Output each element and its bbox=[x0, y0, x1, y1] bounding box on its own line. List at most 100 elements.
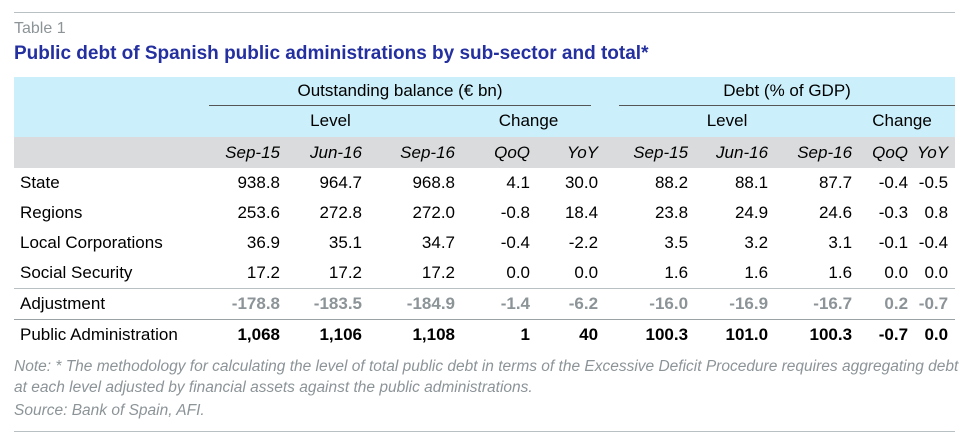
table-source: Source: Bank of Spain, AFI. bbox=[14, 402, 205, 419]
row-label: Regions bbox=[20, 203, 83, 222]
column-header: Sep-15 bbox=[605, 137, 696, 168]
table-cell: -16.0 bbox=[605, 288, 696, 320]
table-cell: 100.3 bbox=[605, 319, 696, 350]
row-label: Adjustment bbox=[14, 288, 209, 320]
table-cell: -1.4 bbox=[462, 288, 537, 320]
table-cell: -0.4 bbox=[500, 233, 530, 252]
table-cell: 30.0 bbox=[564, 173, 599, 192]
table-cell: -0.7 bbox=[859, 319, 916, 350]
column-header: YoY bbox=[915, 137, 956, 168]
table-cell: 0.0 bbox=[924, 263, 949, 282]
column-header: Sep-16 bbox=[369, 137, 462, 168]
header-row-subgroups: Level Change Level Change bbox=[14, 107, 956, 137]
table-cell: -16.9 bbox=[695, 288, 776, 320]
subgroup-level-2: Level bbox=[706, 111, 748, 130]
table-cell: -184.9 bbox=[369, 288, 462, 320]
table-cell: 17.2 bbox=[421, 263, 455, 282]
table-cell: -0.7 bbox=[915, 288, 956, 320]
table-cell: -0.4 bbox=[878, 173, 909, 192]
table-cell: 0.2 bbox=[859, 288, 916, 320]
subgroup-change-2: Change bbox=[872, 111, 932, 130]
table-cell: -178.8 bbox=[209, 288, 287, 320]
table-row: Adjustment -178.8 -183.5 -184.9 -1.4 -6.2 -16.… bbox=[14, 288, 956, 320]
subgroup-level-1: Level bbox=[310, 111, 351, 130]
table-cell: -16.7 bbox=[775, 288, 860, 320]
group-debt-gdp: Debt (% of GDP) bbox=[619, 79, 956, 106]
table-cell: 40 bbox=[537, 319, 606, 350]
table-row: Regions 253.6 272.8 272.0 -0.8 18.4 23.8 24.9 24… bbox=[14, 198, 955, 228]
table-cell: 272.8 bbox=[319, 203, 362, 222]
table-cell: 938.8 bbox=[237, 173, 280, 192]
bottom-rule bbox=[14, 431, 955, 432]
row-label: Local Corporations bbox=[20, 233, 163, 252]
table-cell: -0.3 bbox=[878, 203, 909, 222]
table-title: Public debt of Spanish public administra… bbox=[14, 43, 649, 64]
table-cell: -0.8 bbox=[500, 203, 530, 222]
subgroup-change-1: Change bbox=[498, 111, 559, 130]
table-cell: 23.8 bbox=[654, 203, 689, 222]
table-cell: 101.0 bbox=[695, 319, 776, 350]
table-cell: 0.0 bbox=[915, 319, 956, 350]
table-cell: 36.9 bbox=[246, 233, 280, 252]
table-cell: 272.0 bbox=[412, 203, 455, 222]
table-cell: 34.7 bbox=[421, 233, 455, 252]
table-cell: 87.7 bbox=[818, 173, 853, 192]
table-cell: 1,108 bbox=[369, 319, 462, 350]
table-cell: 18.4 bbox=[564, 203, 599, 222]
group-outstanding-balance: Outstanding balance (€ bn) bbox=[209, 79, 592, 106]
table-row: Public Administration 1,068 1,106 1,108 1 40 1… bbox=[14, 319, 956, 350]
table-cell: 35.1 bbox=[328, 233, 362, 252]
table-cell: -183.5 bbox=[287, 288, 369, 320]
table-cell: -0.1 bbox=[878, 233, 909, 252]
column-header: YoY bbox=[537, 137, 606, 168]
column-header: Sep-16 bbox=[775, 137, 860, 168]
table-cell: 3.5 bbox=[664, 233, 689, 252]
column-header: QoQ bbox=[462, 137, 537, 168]
table-body: State 938.8 964.7 968.8 4.1 30.0 88.2 88.1 87.7 -… bbox=[14, 168, 956, 350]
table-cell: 4.1 bbox=[506, 173, 530, 192]
table-cell: -0.4 bbox=[918, 233, 949, 252]
table-row: State 938.8 964.7 968.8 4.1 30.0 88.2 88.1 87.7 -… bbox=[14, 168, 955, 198]
table-cell: 968.8 bbox=[412, 173, 455, 192]
table-cell: 3.1 bbox=[828, 233, 853, 252]
table-cell: 24.6 bbox=[818, 203, 853, 222]
table-cell: 3.2 bbox=[744, 233, 769, 252]
table-row: Social Security 17.2 17.2 17.2 0.0 0.0 1.6 1.6 1… bbox=[14, 258, 955, 289]
column-header: QoQ bbox=[859, 137, 916, 168]
table-cell: 1,106 bbox=[287, 319, 369, 350]
table-cell: 100.3 bbox=[775, 319, 860, 350]
table-cell: -6.2 bbox=[537, 288, 606, 320]
table-cell: 1.6 bbox=[828, 263, 853, 282]
header-row-groups: Outstanding balance (€ bn) Debt (% of GD… bbox=[14, 77, 956, 107]
top-rule bbox=[14, 12, 955, 13]
table-cell: 1.6 bbox=[664, 263, 689, 282]
table-cell: 0.8 bbox=[924, 203, 949, 222]
column-header: Sep-15 bbox=[209, 137, 287, 168]
table-cell: 1.6 bbox=[744, 263, 769, 282]
row-label: State bbox=[20, 173, 60, 192]
table-cell: 0.0 bbox=[574, 263, 599, 282]
table-row: Local Corporations 36.9 35.1 34.7 -0.4 -2.2 3.… bbox=[14, 228, 955, 258]
table-cell: 0.0 bbox=[884, 263, 909, 282]
table-cell: 253.6 bbox=[237, 203, 280, 222]
table-cell: 24.9 bbox=[734, 203, 769, 222]
table-label: Table 1 bbox=[14, 20, 66, 37]
column-header: Jun-16 bbox=[695, 137, 776, 168]
column-header: Jun-16 bbox=[287, 137, 369, 168]
debt-table: Outstanding balance (€ bn) Debt (% of GD… bbox=[14, 77, 956, 350]
table-cell: 964.7 bbox=[319, 173, 362, 192]
table-cell: 0.0 bbox=[506, 263, 530, 282]
header-row-columns: Sep-15 Jun-16 Sep-16 QoQ YoY Sep-15 Jun-… bbox=[14, 137, 956, 168]
table-note: Note: * The methodology for calculating … bbox=[14, 358, 959, 396]
table-cell: 17.2 bbox=[246, 263, 280, 282]
table-cell: 17.2 bbox=[328, 263, 362, 282]
debt-table-container: Outstanding balance (€ bn) Debt (% of GD… bbox=[14, 77, 956, 350]
row-label: Social Security bbox=[20, 263, 133, 282]
table-cell: 88.2 bbox=[654, 173, 689, 192]
row-label: Public Administration bbox=[14, 319, 209, 350]
table-cell: 1,068 bbox=[209, 319, 287, 350]
table-cell: 1 bbox=[462, 319, 537, 350]
table-cell: -0.5 bbox=[918, 173, 949, 192]
table-cell: -2.2 bbox=[568, 233, 599, 252]
table-cell: 88.1 bbox=[734, 173, 769, 192]
